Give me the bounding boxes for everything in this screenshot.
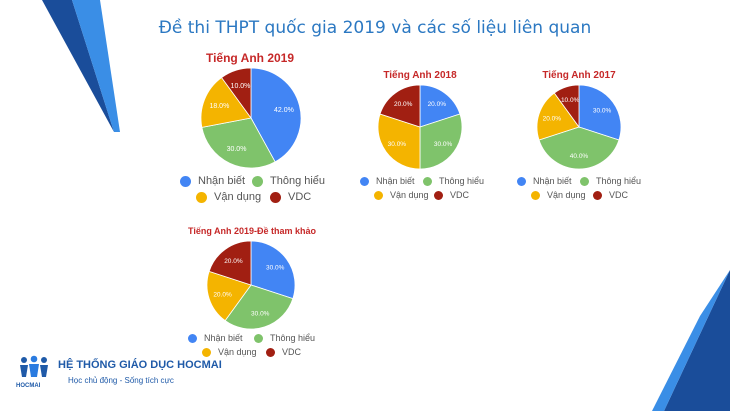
legend-dot-icon: [423, 176, 432, 186]
hocmai-figures-icon: [20, 355, 48, 377]
legend-label: VDC: [450, 190, 470, 200]
slice-thong-hieu: [538, 126, 620, 170]
legend-dot-icon: [360, 176, 369, 186]
legend-label: Vận dụng: [218, 347, 257, 357]
slice-label: 20.0%: [394, 101, 413, 108]
legend-label: Vận dụng: [390, 190, 429, 200]
slice-nhan-biet: [250, 67, 302, 163]
legend-item-nhan-biet: Nhận biết: [517, 176, 572, 186]
slice-vdc: [379, 84, 421, 128]
legend-dot-icon: [270, 191, 281, 203]
page-title: Đề thi THPT quốc gia 2019 và các số liệu…: [158, 18, 592, 38]
slice-vdc: [221, 67, 252, 120]
chart-title: Tiếng Anh 2019: [205, 51, 295, 65]
legend-item-thong-hieu: Thông hiểu: [252, 175, 325, 187]
legend-dot-icon: [188, 333, 197, 343]
slice-thong-hieu: [224, 284, 294, 330]
slice-label: 18.0%: [209, 103, 229, 110]
slice-label: 20.0%: [213, 292, 232, 299]
legend-dot-icon: [196, 191, 207, 203]
legend-dot-icon: [374, 190, 383, 200]
slice-nhan-biet: [250, 240, 296, 300]
slice-nhan-biet: [419, 84, 461, 128]
slice-van-dung: [200, 76, 252, 128]
legend-label: Thông hiểu: [596, 176, 642, 186]
slice-label: 10.0%: [561, 97, 580, 104]
legend-item-thong-hieu: Thông hiểu: [580, 176, 641, 186]
chart-title: Tiếng Anh 2017: [542, 70, 616, 81]
slice-van-dung: [206, 270, 252, 322]
legend-item-nhan-biet: Nhận biết: [360, 176, 415, 186]
legend-item-vdc: VDC: [593, 190, 628, 200]
deco-top-left-light-band: [72, 0, 120, 132]
slice-label: 30.0%: [434, 141, 453, 148]
legend-item-van-dung: Vận dụng: [374, 190, 429, 200]
deco-bottom-right-light: [652, 270, 730, 411]
legend-item-vdc: VDC: [434, 190, 469, 200]
legend-label: Vận dụng: [214, 191, 262, 203]
legend-dot-icon: [180, 175, 191, 187]
legend-item-thong-hieu: Thông hiểu: [423, 176, 484, 186]
legend-item-thong-hieu: Thông hiểu: [254, 333, 315, 343]
legend-dot-icon: [593, 190, 602, 200]
legend-item-vdc: VDC: [266, 347, 301, 357]
legend-item-van-dung: Vận dụng: [202, 347, 257, 357]
legend-label: Nhận biết: [198, 175, 246, 187]
deco-top-left-dark-band: [42, 0, 114, 132]
legend-item-vdc: VDC: [270, 191, 311, 203]
logo-name: HỆ THỐNG GIÁO DỤC HOCMAI: [58, 359, 222, 371]
legend-dot-icon: [252, 175, 263, 187]
legend-label: VDC: [282, 347, 302, 357]
slice-vdc: [553, 84, 580, 129]
legend-dot-icon: [580, 176, 589, 186]
chart-title: Tiếng Anh 2018: [383, 70, 457, 81]
slice-label: 30.0%: [251, 311, 270, 318]
legend-label: Thông hiểu: [270, 175, 326, 187]
slice-label: 40.0%: [570, 153, 589, 160]
legend-label: Vận dụng: [547, 190, 586, 200]
legend-label: Thông hiểu: [439, 176, 485, 186]
slice-van-dung: [536, 92, 580, 141]
slice-label: 30.0%: [388, 141, 407, 148]
slice-thong-hieu: [419, 113, 463, 170]
legend-dot-icon: [434, 190, 443, 200]
slice-label: 10.0%: [231, 83, 251, 90]
slice-thong-hieu: [201, 117, 276, 169]
logo-wordmark: HOCMAI: [16, 383, 41, 389]
slice-label: 30.0%: [593, 107, 612, 114]
legend-item-nhan-biet: Nhận biết: [180, 175, 245, 187]
slice-label: 20.0%: [428, 101, 447, 108]
legend-item-van-dung: Vận dụng: [196, 191, 261, 203]
slice-label: 20.0%: [224, 258, 243, 265]
legend-dot-icon: [517, 176, 526, 186]
legend-label: VDC: [609, 190, 629, 200]
logo-tagline: Học chủ động - Sống tích cực: [68, 376, 174, 385]
slice-nhan-biet: [578, 84, 622, 141]
legend-dot-icon: [531, 190, 540, 200]
slice-label: 30.0%: [266, 265, 285, 272]
legend-label: VDC: [288, 191, 312, 203]
slice-vdc: [208, 240, 252, 286]
slice-label: 42.0%: [274, 107, 294, 114]
legend-label: Nhận biết: [533, 176, 572, 186]
legend-label: Nhận biết: [204, 333, 243, 343]
legend-item-nhan-biet: Nhận biết: [188, 333, 243, 343]
legend-dot-icon: [266, 347, 275, 357]
slice-van-dung: [377, 113, 421, 170]
legend-label: Thông hiểu: [270, 333, 316, 343]
chart-title: Tiếng Anh 2019-Đề tham khảo: [187, 226, 317, 236]
legend-dot-icon: [202, 347, 211, 357]
legend-label: Nhận biết: [376, 176, 415, 186]
slice-label: 30.0%: [227, 146, 247, 153]
legend-dot-icon: [254, 333, 263, 343]
slice-label: 20.0%: [543, 115, 562, 122]
legend-item-van-dung: Vận dụng: [531, 190, 586, 200]
